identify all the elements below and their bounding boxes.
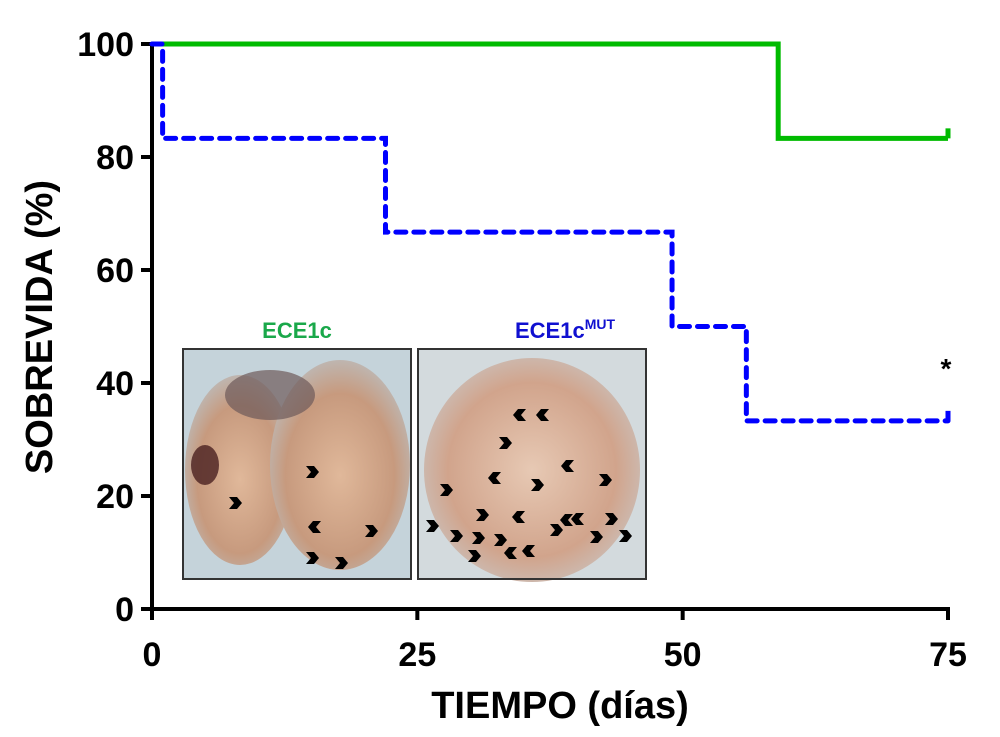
arrowhead-marker	[494, 534, 507, 546]
arrowhead-marker	[450, 530, 463, 542]
x-tick-label: 25	[398, 636, 436, 674]
arrowhead-marker	[229, 497, 242, 509]
arrowhead-marker	[560, 514, 573, 526]
significance-asterisk: *	[941, 353, 952, 384]
photo-ece1c	[182, 348, 412, 580]
arrowhead-marker	[605, 513, 618, 525]
arrowhead-marker	[488, 472, 501, 484]
arrowhead-marker	[426, 520, 439, 532]
arrowhead-marker	[472, 532, 485, 544]
arrowhead-marker	[550, 524, 563, 536]
arrowhead-marker	[590, 531, 603, 543]
inset-label-ece1c-mut: ECE1cMUT	[515, 316, 615, 343]
x-tick-label: 0	[143, 636, 162, 674]
x-axis-label: TIEMPO (días)	[431, 685, 689, 727]
arrowhead-marker	[476, 509, 489, 521]
x-tick-label: 75	[929, 636, 967, 674]
arrowhead-marker	[522, 545, 535, 557]
y-tick-label: 60	[96, 252, 134, 290]
arrowhead-marker	[536, 409, 549, 421]
arrowhead-marker	[365, 525, 378, 537]
y-tick-label: 40	[96, 365, 134, 403]
arrowhead-marker	[499, 437, 512, 449]
arrowhead-marker	[512, 511, 525, 523]
arrowhead-marker	[561, 460, 574, 472]
inset-label-ece1c: ECE1c	[262, 318, 332, 343]
y-tick-label: 0	[115, 591, 134, 629]
inset-photos: ECE1c ECE1cMUT	[182, 316, 647, 582]
survival-curve-ece1c	[152, 41, 948, 141]
arrowhead-marker	[306, 466, 319, 478]
arrowhead-marker	[531, 479, 544, 491]
y-tick-label: 100	[77, 26, 134, 64]
arrowhead-marker	[513, 409, 526, 421]
y-axis-label: SOBREVIDA (%)	[19, 180, 61, 474]
arrowhead-marker	[619, 530, 632, 542]
arrowhead-marker	[504, 547, 517, 559]
arrowhead-marker	[599, 474, 612, 486]
x-tick-label: 50	[664, 636, 702, 674]
survival-curve-ece1cmut	[149, 41, 951, 424]
arrowhead-marker	[440, 484, 453, 496]
y-tick-label: 80	[96, 139, 134, 177]
arrowhead-marker	[306, 552, 319, 564]
arrowhead-marker	[308, 521, 321, 533]
arrowhead-marker	[335, 557, 348, 569]
arrowhead-marker	[468, 550, 481, 562]
axes: 0 25 50 75 0 20 40 60 80 100	[77, 26, 967, 674]
y-tick-label: 20	[96, 478, 134, 516]
arrowhead-marker	[571, 513, 584, 525]
arrowhead-markers	[229, 409, 632, 569]
